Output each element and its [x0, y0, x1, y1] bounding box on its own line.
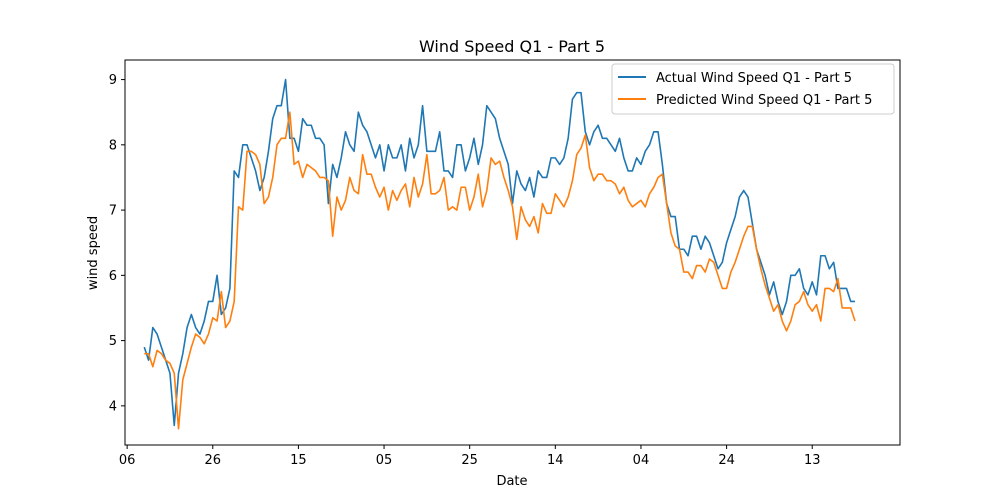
y-axis-ticks: 4 5 6 7 8 9	[109, 73, 125, 414]
y-axis-label: wind speed	[86, 216, 101, 290]
y-tick-label: 4	[109, 399, 117, 414]
y-tick-label: 9	[109, 73, 117, 88]
y-tick-label: 7	[109, 204, 117, 219]
x-tick-label: 24	[718, 453, 735, 468]
legend: Actual Wind Speed Q1 - Part 5 Predicted …	[611, 63, 895, 115]
axes-frame	[124, 59, 901, 446]
legend-box	[611, 63, 895, 115]
plot-area	[125, 60, 900, 445]
series-line-predicted	[144, 111, 856, 430]
x-tick-label: 25	[461, 453, 478, 468]
x-tick-label: 13	[804, 453, 821, 468]
legend-entry-actual: Actual Wind Speed Q1 - Part 5	[656, 71, 852, 86]
x-tick-label: 06	[119, 453, 136, 468]
x-axis-label: Date	[496, 474, 527, 489]
x-tick-label: 26	[205, 453, 222, 468]
series-line-actual	[143, 78, 856, 427]
legend-entry-predicted: Predicted Wind Speed Q1 - Part 5	[656, 93, 872, 108]
x-tick-label: 14	[547, 453, 564, 468]
y-tick-label: 6	[109, 269, 117, 284]
y-tick-label: 8	[109, 138, 117, 153]
y-tick-label: 5	[109, 334, 117, 349]
x-axis-ticks: 06 26 15 05 25 14 04 24 13	[119, 445, 821, 468]
x-tick-label: 05	[376, 453, 393, 468]
chart-title: Wind Speed Q1 - Part 5	[419, 37, 605, 56]
x-tick-label: 04	[633, 453, 650, 468]
x-tick-label: 15	[290, 453, 307, 468]
series-layer	[143, 78, 856, 430]
